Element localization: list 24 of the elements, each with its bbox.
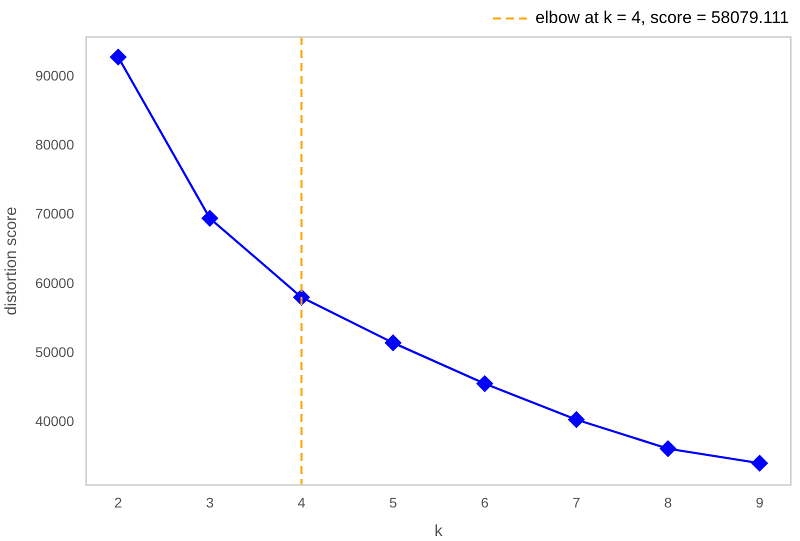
y-tick-label: 80000 bbox=[35, 136, 74, 152]
y-tick-label: 60000 bbox=[35, 274, 74, 291]
y-axis-title: distortion score bbox=[3, 206, 20, 316]
x-tick-label: 7 bbox=[572, 494, 580, 510]
x-tick-label: 9 bbox=[756, 494, 764, 510]
point bbox=[752, 455, 768, 472]
y-tick-label: 90000 bbox=[35, 67, 74, 84]
y-tick-label: 70000 bbox=[35, 206, 74, 222]
point bbox=[568, 412, 584, 428]
legend-label: elbow at k = 4, score = 58079.111 bbox=[535, 8, 790, 28]
point bbox=[202, 210, 218, 226]
x-tick-label: 3 bbox=[206, 494, 214, 510]
y-tick-label: 40000 bbox=[35, 413, 74, 430]
x-tick-label: 6 bbox=[480, 494, 489, 510]
y-tick-label: 50000 bbox=[35, 344, 74, 360]
x-tick-label: 2 bbox=[114, 494, 122, 510]
x-tick-label: 4 bbox=[298, 494, 306, 510]
point bbox=[385, 334, 402, 351]
point bbox=[660, 440, 676, 457]
x-tick-label: 5 bbox=[389, 494, 398, 510]
x-axis-title: k bbox=[434, 522, 444, 540]
x-tick-label: 8 bbox=[664, 494, 672, 510]
point bbox=[110, 48, 126, 66]
point bbox=[476, 376, 493, 392]
